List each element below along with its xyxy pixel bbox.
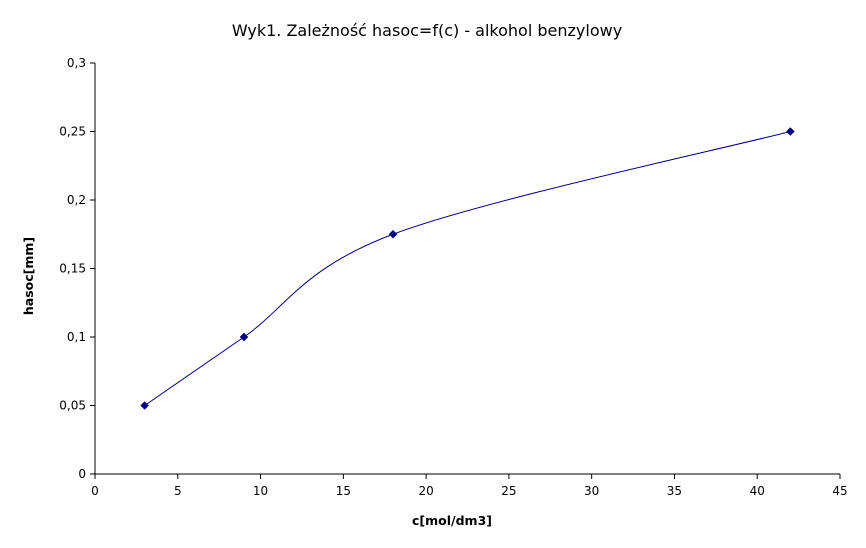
y-axis-label: hasoc[mm] [21, 237, 36, 315]
x-tick-label: 20 [418, 484, 433, 498]
y-tick-label: 0,15 [59, 262, 86, 276]
series-line [144, 131, 791, 406]
y-ticks: 0 0,05 0,1 0,15 0,2 0,25 0,3 [59, 56, 95, 481]
x-tick-label: 0 [91, 484, 99, 498]
data-point-marker [239, 332, 249, 342]
x-tick-label: 25 [501, 484, 516, 498]
y-tick-label: 0,3 [67, 56, 86, 70]
chart-title: Wyk1. Zależność hasoc=f(c) - alkohol ben… [232, 21, 622, 40]
x-tick-label: 15 [336, 484, 351, 498]
y-tick-label: 0,2 [67, 193, 86, 207]
data-markers [140, 127, 795, 410]
x-tick-label: 45 [832, 484, 847, 498]
y-tick-label: 0 [78, 467, 86, 481]
data-point-marker [785, 127, 795, 136]
y-tick-label: 0,05 [59, 399, 86, 413]
x-tick-label: 10 [253, 484, 268, 498]
x-axis-label: c[mol/dm3] [412, 513, 492, 528]
x-tick-label: 30 [584, 484, 599, 498]
x-tick-label: 40 [750, 484, 765, 498]
x-ticks: 0 5 10 15 20 25 30 35 40 45 [91, 474, 848, 498]
data-point-marker [388, 229, 398, 239]
axes [94, 63, 840, 475]
y-tick-label: 0,1 [67, 330, 86, 344]
y-tick-label: 0,25 [59, 125, 86, 139]
data-point-marker [140, 401, 150, 410]
x-tick-label: 5 [174, 484, 182, 498]
x-tick-label: 35 [667, 484, 682, 498]
